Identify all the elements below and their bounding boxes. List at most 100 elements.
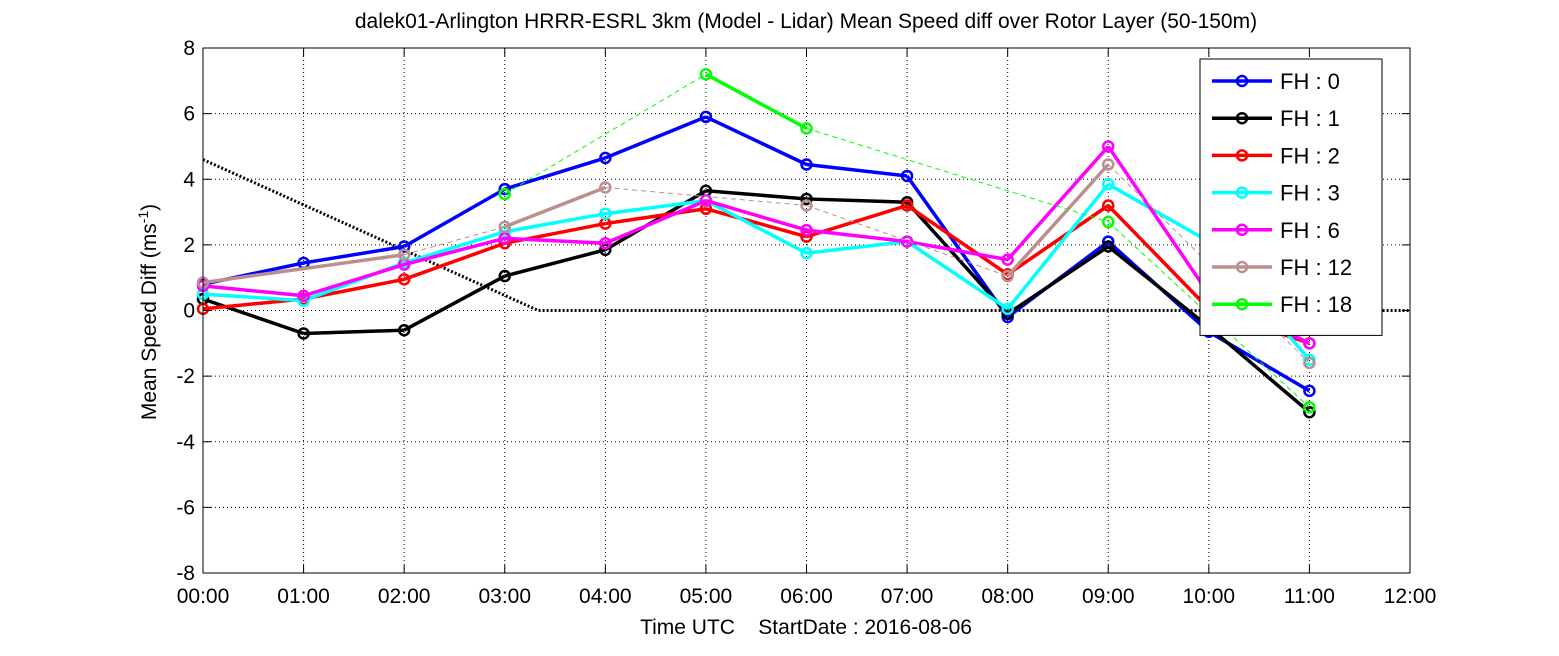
x-tick-label: 02:00 [378,585,431,608]
series-line-segment [504,236,606,245]
x-tick-labels: 00:00 01:00 02:00 03:00 04:00 05:00 06:00 07:00… [177,585,1437,608]
legend-label: FH : 3 [1280,181,1340,206]
data-point [1001,302,1014,316]
x-tick-label: 01:00 [277,585,330,608]
series-line-segment [806,162,908,178]
series-line-segment [705,188,807,201]
legend-swatch-marker [1235,297,1249,311]
series-line-segment [806,127,1109,223]
data-point [397,323,411,337]
data-point [800,223,813,237]
series-line-segment [705,199,808,255]
series-line-segment [1106,204,1211,311]
data-point [800,122,813,135]
data-point [498,236,511,250]
data-point [498,187,511,201]
series-line-segment [202,297,305,336]
series-line-segment [705,72,808,130]
series-line-segment [905,201,1009,315]
data-point [599,181,612,194]
data-point [900,199,914,212]
series-line-segment [1006,245,1110,316]
data-point [699,68,713,81]
series-line-segment [403,241,506,281]
y-tick-label: 8 [183,37,195,60]
reference-line-path [202,158,1410,312]
y-tick-labels: -8 -6 -4 -2 0 2 4 6 8 [176,37,195,585]
legend-swatch-marker [1235,186,1249,199]
series-line-segment [604,115,707,160]
series [196,184,1316,419]
data-point [800,199,813,212]
legend-label: FH : 12 [1280,255,1352,280]
legend-label: FH : 18 [1280,292,1352,317]
data-point [1001,253,1014,266]
data-point [498,232,511,245]
data-point [1102,215,1115,229]
data-point [900,235,914,248]
data-point [1303,401,1316,414]
series-line-segment [202,284,304,298]
y-tick-label: 4 [183,168,195,191]
chart-title: dalek01-Arlington HRRR-ESRL 3km (Model -… [355,10,1257,33]
x-tick-label: 12:00 [1384,585,1437,608]
legend: FH : 0 FH : 1 FH : 2 FH : 3 FH : 6 FH : 12 FH … [1199,58,1383,336]
y-tick-label: 6 [183,103,195,126]
legend-label: FH : 2 [1280,143,1340,168]
data-point [699,194,713,207]
x-tick-label: 07:00 [881,585,934,608]
data-point [800,192,813,206]
legend-box [1199,58,1383,336]
series-line-segment [1006,163,1110,278]
x-tick-label: 11:00 [1284,585,1335,608]
x-tick-label: 04:00 [579,585,632,608]
data-point [800,246,813,260]
series-line-segment [504,211,606,234]
reference-line [202,158,1410,312]
series-line-segment [605,207,707,226]
series-line-segment [403,236,506,267]
legend-swatch-marker [1235,260,1249,274]
y-tick-label: 0 [183,300,195,323]
legend-label: FH : 6 [1280,218,1340,243]
data-point [397,273,411,286]
series-line-segment [705,207,807,239]
data-point [297,327,310,340]
series-line-segment [906,239,1008,262]
series-line-segment [303,328,405,336]
data-point [397,240,411,253]
data-point [1102,158,1115,171]
data-point [498,220,511,234]
series-line-segment [906,204,1009,276]
series-line-segment [1006,145,1110,261]
data-point [297,289,310,302]
data-point [599,236,612,250]
data-point [699,110,713,124]
y-axis-label: Mean Speed Diff (ms-1) [135,204,161,420]
data-point [1001,269,1014,283]
data-point [800,158,813,171]
y-tick-label: -4 [176,431,195,454]
series-line-segment [605,186,807,206]
series-line-segment [605,198,707,216]
data-point [1303,384,1316,398]
series-line-segment [1107,245,1210,329]
data-point [498,182,511,196]
data-point [599,243,612,257]
x-tick-label: 03:00 [478,585,531,608]
series-line-segment [504,185,606,229]
axes [202,47,1411,574]
legend-label: FH : 1 [1280,106,1340,131]
x-axis-label: Time UTC StartDate : 2016-08-06 [640,616,972,639]
y-tick-label: -8 [176,562,195,585]
legend-label: FH : 0 [1280,69,1340,94]
series-line-segment [705,198,807,232]
x-tick-label: 00:00 [177,585,230,608]
x-tick-label: 10:00 [1183,585,1236,608]
series-line-segment [504,248,606,278]
x-tick-label: 08:00 [981,585,1034,608]
series-line-segment [504,73,707,195]
series-line-segment [303,262,405,298]
